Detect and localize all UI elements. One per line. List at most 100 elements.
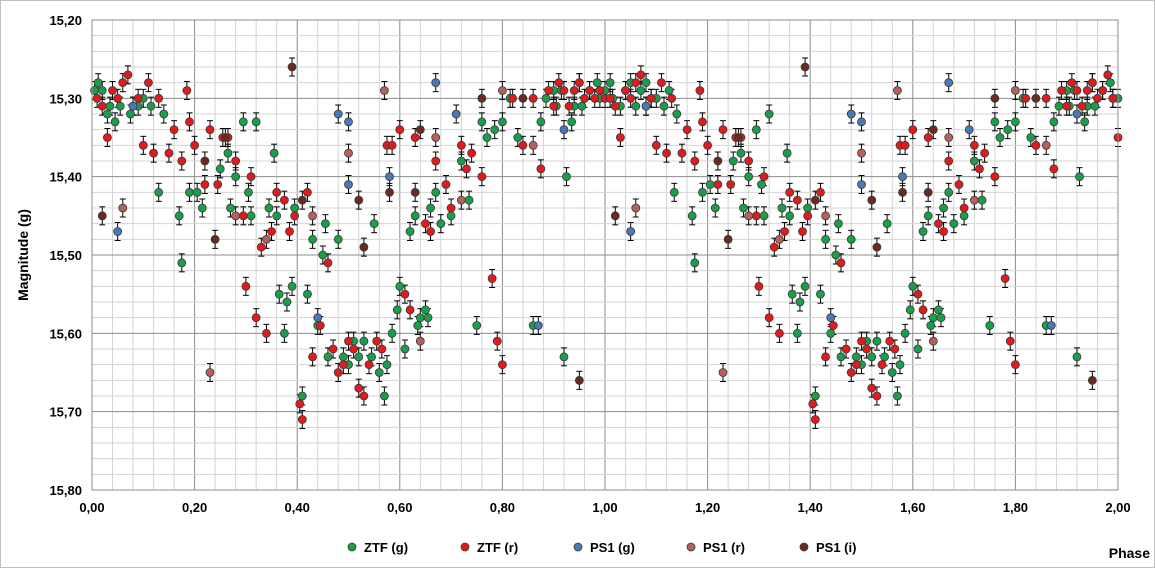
legend-marker [686, 542, 696, 552]
point-ztf-g [949, 219, 959, 229]
legend-label: PS1 (r) [703, 540, 745, 555]
point-ztf-g [777, 203, 787, 213]
y-tick-label: 15,80 [49, 483, 82, 498]
point-ztf-r [295, 399, 305, 409]
point-ztf-r [900, 140, 910, 150]
point-ztf-g [669, 187, 679, 197]
point-ps1-i [297, 195, 307, 205]
point-ztf-r [446, 203, 456, 213]
point-ztf-r [816, 187, 825, 197]
point-ps1-g [641, 101, 651, 111]
point-ps1-i [385, 187, 394, 197]
point-ps1-r [415, 336, 425, 346]
point-ztf-g [1072, 352, 1082, 362]
point-ztf-g [421, 305, 430, 315]
point-ztf-g [687, 211, 697, 221]
point-ztf-g [787, 289, 797, 299]
point-ps1-r [969, 195, 979, 205]
point-ztf-r [323, 258, 333, 268]
point-ps1-r [744, 211, 754, 221]
point-ztf-g [318, 250, 328, 260]
point-ztf-r [395, 125, 405, 135]
legend: ZTF (g) ZTF (r) PS1 (g) PS1 (r) PS1 (i) [347, 540, 856, 555]
point-ztf-g [274, 289, 284, 299]
point-ps1-r [821, 211, 830, 221]
point-ztf-r [410, 133, 420, 142]
point-ztf-g [102, 109, 112, 119]
point-ztf-g [1011, 117, 1020, 127]
point-ztf-r [846, 368, 856, 377]
point-ps1-i [415, 125, 425, 135]
point-ps1-i [713, 156, 723, 166]
data-points [90, 62, 1123, 424]
point-ztf-r [564, 101, 574, 111]
point-ztf-r [144, 78, 153, 88]
point-ztf-r [241, 281, 251, 291]
point-ztf-r [867, 383, 877, 393]
point-ps1-i [928, 125, 938, 135]
point-ztf-g [631, 101, 641, 111]
point-ztf-r [980, 148, 990, 158]
point-ztf-g [400, 344, 410, 354]
point-ztf-r [290, 211, 300, 221]
point-ps1-g [559, 125, 569, 135]
point-ztf-g [1054, 101, 1064, 111]
point-ztf-g [821, 234, 830, 244]
y-tick-label: 15,60 [49, 326, 82, 341]
point-ps1-g [1072, 109, 1082, 119]
point-ztf-r [251, 313, 261, 323]
point-ztf-r [559, 86, 569, 95]
point-ztf-r [554, 78, 564, 88]
point-ztf-g [380, 391, 389, 401]
point-ztf-r [695, 86, 705, 95]
point-ps1-g [313, 313, 323, 323]
point-ztf-g [977, 195, 987, 205]
point-ztf-g [826, 328, 836, 338]
point-ps1-r [380, 86, 389, 95]
point-ztf-r [657, 78, 666, 88]
point-ps1-r [857, 148, 866, 158]
point-ztf-g [290, 203, 300, 213]
point-ztf-r [400, 289, 410, 299]
legend-marker [347, 542, 357, 552]
point-ztf-g [969, 156, 979, 166]
point-ztf-g [431, 187, 441, 197]
legend-marker [799, 542, 809, 552]
point-ztf-r [718, 125, 728, 135]
point-ztf-g [659, 101, 669, 111]
point-ztf-r [574, 78, 584, 88]
point-ztf-g [690, 258, 700, 268]
point-ps1-r [431, 133, 441, 142]
point-ztf-r [682, 125, 692, 135]
point-ztf-r [97, 101, 107, 111]
point-ztf-r [102, 133, 112, 142]
point-ztf-g [477, 117, 487, 127]
point-ps1-r [631, 203, 641, 213]
point-ztf-g [146, 101, 156, 111]
point-ztf-r [169, 125, 179, 135]
point-ztf-g [174, 211, 184, 221]
point-ztf-r [726, 180, 736, 189]
point-ps1-g [964, 125, 974, 135]
point-ps1-g [451, 109, 461, 119]
point-ztf-r [877, 360, 887, 370]
point-ztf-r [569, 86, 579, 95]
point-ztf-g [231, 172, 241, 182]
point-ztf-g [536, 117, 546, 127]
point-ztf-r [285, 227, 294, 236]
point-ztf-g [757, 180, 766, 189]
point-ps1-r [344, 148, 353, 158]
point-ztf-r [969, 140, 979, 150]
point-ztf-g [803, 203, 813, 213]
point-ztf-g [567, 117, 577, 127]
point-ztf-r [872, 391, 882, 401]
point-ztf-r [785, 187, 795, 197]
point-ztf-r [610, 101, 620, 111]
point-ps1-g [846, 109, 856, 119]
point-ztf-r [508, 93, 518, 103]
legend-label: ZTF (r) [477, 540, 518, 555]
point-ztf-g [413, 321, 423, 330]
point-ztf-r [231, 156, 241, 166]
point-ztf-r [315, 321, 325, 330]
point-ztf-g [410, 211, 420, 221]
